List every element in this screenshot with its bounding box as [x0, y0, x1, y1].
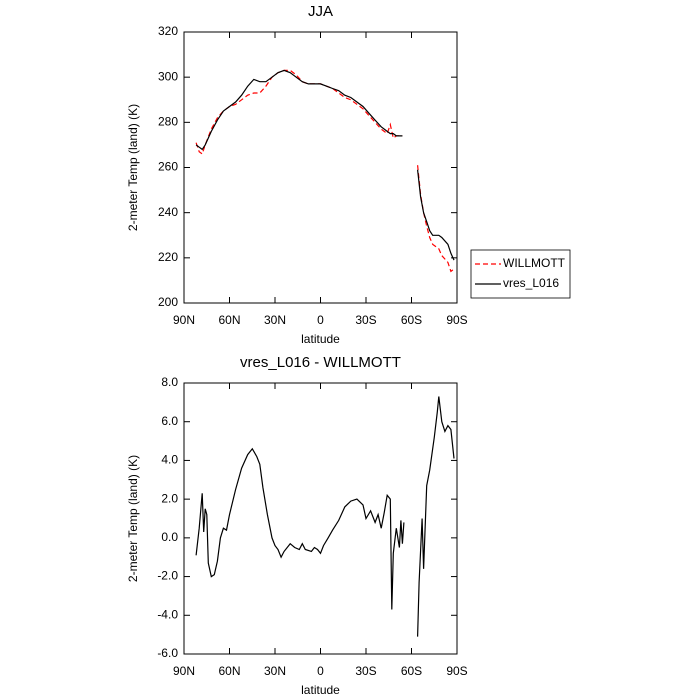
x-tick-label: 60S	[401, 313, 422, 327]
y-tick-label: -4.0	[157, 607, 178, 621]
y-tick-label: -6.0	[157, 646, 178, 660]
y-tick-label: 320	[158, 24, 178, 38]
y-tick-label: 6.0	[161, 414, 178, 428]
x-tick-label: 60N	[218, 664, 240, 678]
x-tick-label: 90N	[173, 664, 195, 678]
y-axis-label: 2-meter Temp (land) (K)	[126, 104, 140, 231]
y-tick-label: 280	[158, 115, 178, 129]
plot-frame	[183, 382, 458, 655]
y-tick-label: 0.0	[161, 530, 178, 544]
x-tick-label: 30N	[264, 313, 286, 327]
chart-title: JJA	[308, 3, 333, 20]
y-tick-label: 200	[158, 295, 178, 309]
data-line	[195, 69, 455, 273]
y-tick-label: 240	[158, 205, 178, 219]
x-tick-label: 90N	[173, 313, 195, 327]
y-tick-label: 300	[158, 69, 178, 83]
legend-box	[470, 249, 571, 299]
y-tick-label: 4.0	[161, 453, 178, 467]
x-tick-label: 0	[317, 313, 324, 327]
x-axis-label: latitude	[301, 683, 340, 697]
y-tick-label: -2.0	[157, 569, 178, 583]
x-tick-label: 0	[317, 664, 324, 678]
y-tick-label: 2.0	[161, 491, 178, 505]
x-tick-label: 90S	[446, 664, 467, 678]
x-tick-label: 30N	[264, 664, 286, 678]
x-tick-label: 30S	[355, 664, 376, 678]
y-tick-label: 8.0	[161, 375, 178, 389]
chart-title: vres_L016 - WILLMOTT	[240, 354, 401, 371]
x-axis-label: latitude	[301, 332, 340, 346]
x-tick-label: 30S	[355, 313, 376, 327]
data-line	[195, 396, 455, 637]
y-axis-label: 2-meter Temp (land) (K)	[126, 455, 140, 582]
data-line	[195, 69, 455, 261]
x-tick-label: 60N	[218, 313, 240, 327]
x-tick-label: 90S	[446, 313, 467, 327]
legend-label: WILLMOTT	[503, 256, 566, 270]
y-tick-label: 220	[158, 250, 178, 264]
y-tick-label: 260	[158, 160, 178, 174]
legend-label: vres_L016	[503, 276, 559, 290]
plot-frame	[183, 31, 458, 304]
x-tick-label: 60S	[401, 664, 422, 678]
